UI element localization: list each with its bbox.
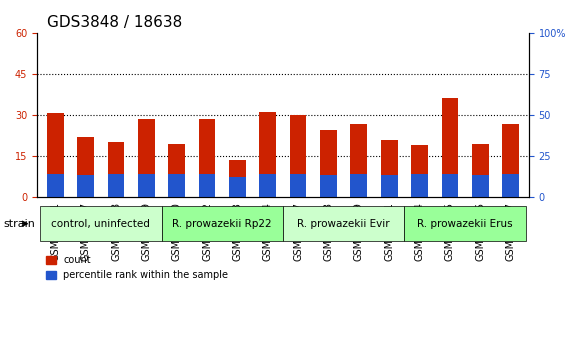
Bar bbox=[47, 174, 64, 197]
Bar bbox=[502, 125, 519, 197]
Bar bbox=[442, 174, 458, 197]
Legend: count, percentile rank within the sample: count, percentile rank within the sample bbox=[42, 252, 232, 284]
FancyBboxPatch shape bbox=[40, 206, 162, 241]
Bar bbox=[320, 130, 337, 197]
Text: GDS3848 / 18638: GDS3848 / 18638 bbox=[47, 15, 182, 30]
Bar bbox=[199, 119, 216, 197]
Bar bbox=[259, 112, 276, 197]
Bar bbox=[442, 98, 458, 197]
FancyBboxPatch shape bbox=[162, 206, 283, 241]
Bar bbox=[107, 174, 124, 197]
Bar bbox=[77, 175, 94, 197]
Bar bbox=[411, 174, 428, 197]
Bar bbox=[107, 142, 124, 197]
Bar bbox=[290, 174, 306, 197]
FancyBboxPatch shape bbox=[404, 206, 526, 241]
Bar bbox=[290, 115, 306, 197]
Bar bbox=[138, 119, 155, 197]
Bar bbox=[77, 137, 94, 197]
Text: control, uninfected: control, uninfected bbox=[51, 219, 150, 229]
Bar bbox=[168, 174, 185, 197]
Text: strain: strain bbox=[3, 219, 35, 229]
Bar bbox=[350, 174, 367, 197]
FancyBboxPatch shape bbox=[283, 206, 404, 241]
Text: R. prowazekii Erus: R. prowazekii Erus bbox=[417, 219, 513, 229]
Bar bbox=[472, 175, 489, 197]
Text: R. prowazekii Evir: R. prowazekii Evir bbox=[297, 219, 390, 229]
Bar bbox=[47, 114, 64, 197]
Bar bbox=[350, 125, 367, 197]
Bar bbox=[320, 175, 337, 197]
Bar bbox=[381, 139, 397, 197]
Bar bbox=[502, 174, 519, 197]
Bar bbox=[472, 144, 489, 197]
Text: R. prowazekii Rp22: R. prowazekii Rp22 bbox=[173, 219, 272, 229]
Bar bbox=[259, 174, 276, 197]
Bar bbox=[229, 160, 246, 197]
Bar bbox=[168, 144, 185, 197]
Bar bbox=[229, 177, 246, 197]
Bar bbox=[199, 174, 216, 197]
Bar bbox=[411, 145, 428, 197]
Bar bbox=[381, 175, 397, 197]
Bar bbox=[138, 174, 155, 197]
